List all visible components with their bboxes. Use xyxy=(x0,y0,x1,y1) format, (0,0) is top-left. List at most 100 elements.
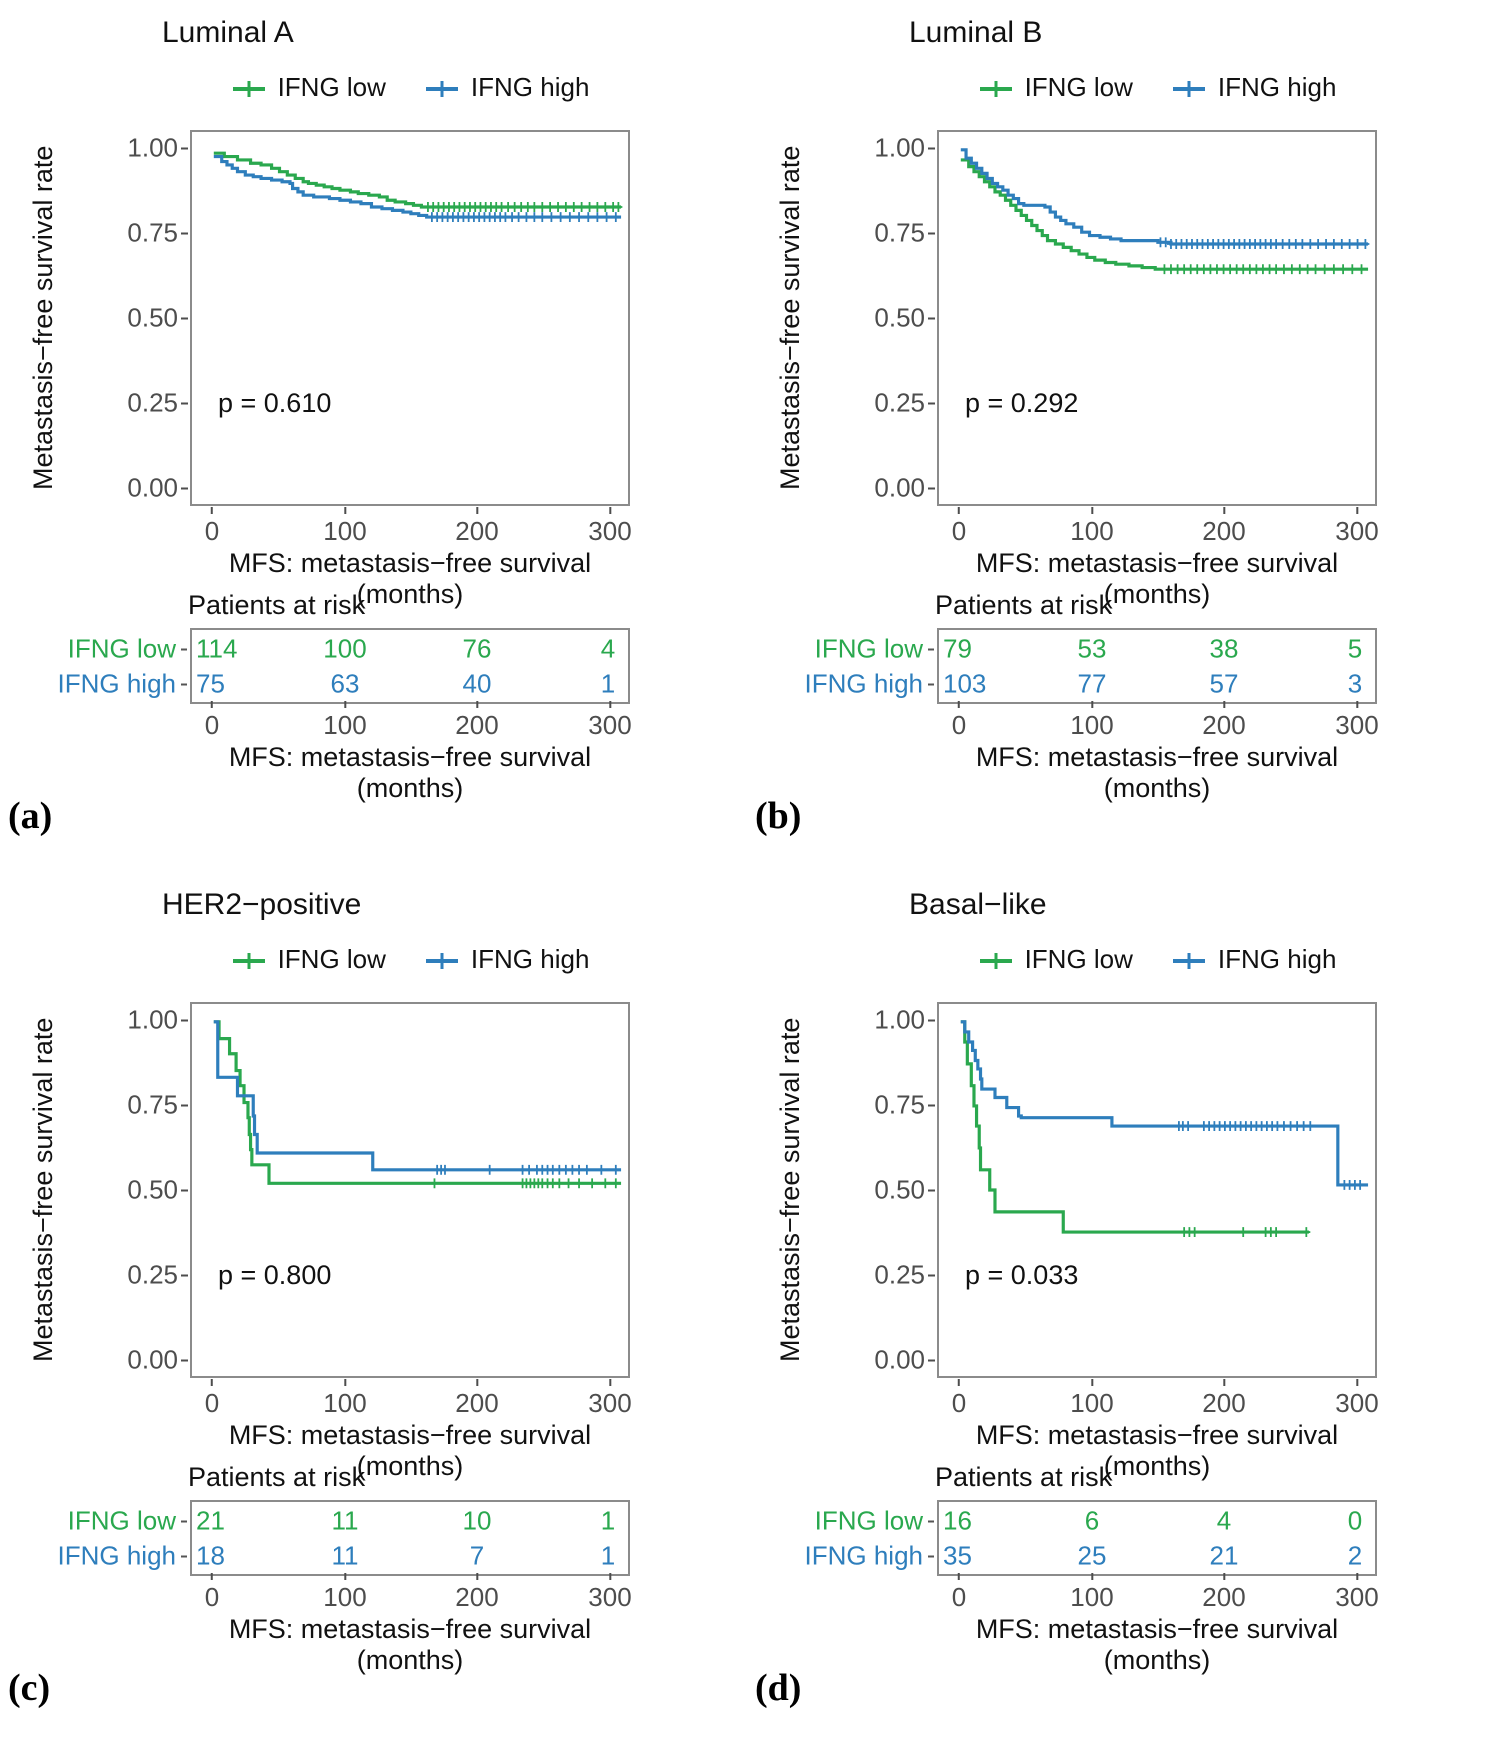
panel-letter: (b) xyxy=(755,795,802,837)
ifng-low-curve-marker-icon xyxy=(232,952,265,969)
km-panel: HER2−positive IFNG low IFNG high Metasta… xyxy=(0,872,747,1744)
y-tick-label: 0.25 xyxy=(127,387,188,418)
risk-count: 103 xyxy=(943,668,987,699)
legend-item-ifng-low: IFNG low xyxy=(978,72,1133,103)
risk-x-tick-label: 0 xyxy=(204,1582,220,1612)
survival-curves-chart xyxy=(960,1020,1369,1237)
y-tick-label: 0.00 xyxy=(874,1344,935,1375)
legend-item-ifng-high: IFNG high xyxy=(1171,72,1337,103)
risk-table xyxy=(937,628,1377,704)
risk-x-axis-title: MFS: metastasis−free survival (months) xyxy=(975,742,1339,803)
risk-x-tick-label: 100 xyxy=(1070,1582,1114,1612)
legend-item-ifng-low: IFNG low xyxy=(231,944,386,975)
risk-count: 38 xyxy=(1209,633,1239,664)
risk-count: 1 xyxy=(600,1540,616,1571)
x-tick-label: 0 xyxy=(204,516,220,546)
km-panel: Basal−like IFNG low IFNG high Metastasis… xyxy=(747,872,1494,1744)
ifng-high-curve-marker-icon xyxy=(1172,80,1205,97)
risk-x-tick-label: 300 xyxy=(588,1582,632,1612)
risk-count: 18 xyxy=(196,1540,225,1571)
patients-at-risk-header: Patients at risk xyxy=(935,590,1113,620)
p-value-label: p = 0.292 xyxy=(965,388,1079,418)
risk-count: 4 xyxy=(600,633,616,664)
legend-label-ifng-low: IFNG low xyxy=(277,72,386,102)
y-tick-label: 0.50 xyxy=(874,302,935,333)
y-axis-title: Metastasis−free survival rate xyxy=(775,145,805,491)
risk-count: 35 xyxy=(943,1540,972,1571)
risk-x-tick-label: 100 xyxy=(1070,710,1114,740)
patients-at-risk-header: Patients at risk xyxy=(188,1462,366,1492)
risk-table xyxy=(937,1500,1377,1576)
risk-x-tick-label: 300 xyxy=(588,710,632,740)
risk-count: 21 xyxy=(196,1505,225,1536)
risk-count: 75 xyxy=(196,668,225,699)
risk-x-tick-label: 100 xyxy=(323,710,367,740)
risk-count: 76 xyxy=(462,633,492,664)
y-tick-label: 1.00 xyxy=(874,132,935,163)
x-tick-label: 100 xyxy=(323,1388,367,1418)
y-tick-label: 0.75 xyxy=(874,1089,935,1120)
patients-at-risk-header: Patients at risk xyxy=(188,590,366,620)
y-tick-label: 0.50 xyxy=(127,302,188,333)
y-axis-title: Metastasis−free survival rate xyxy=(775,1017,805,1363)
x-tick-label: 0 xyxy=(204,1388,220,1418)
legend-label-ifng-low: IFNG low xyxy=(1024,72,1133,102)
legend-label-ifng-low: IFNG low xyxy=(277,944,386,974)
risk-count: 1 xyxy=(600,1505,616,1536)
x-tick-label: 100 xyxy=(323,516,367,546)
y-tick-label: 1.00 xyxy=(127,132,188,163)
risk-x-tick-label: 100 xyxy=(323,1582,367,1612)
risk-count: 4 xyxy=(1216,1505,1232,1536)
risk-count: 2 xyxy=(1347,1540,1363,1571)
x-tick-label: 0 xyxy=(951,1388,967,1418)
risk-x-tick-label: 0 xyxy=(951,710,967,740)
panel-title: HER2−positive xyxy=(162,888,362,921)
risk-row-label-ifng-low: IFNG low xyxy=(67,633,188,664)
risk-count: 53 xyxy=(1077,633,1107,664)
x-tick-label: 0 xyxy=(951,516,967,546)
p-value-label: p = 0.033 xyxy=(965,1260,1079,1290)
risk-x-tick-label: 0 xyxy=(204,710,220,740)
legend-label-ifng-high: IFNG high xyxy=(1217,72,1337,102)
risk-table xyxy=(190,628,630,704)
x-tick-label: 200 xyxy=(455,1388,499,1418)
risk-count: 11 xyxy=(331,1505,359,1536)
p-value-label: p = 0.800 xyxy=(218,1260,332,1290)
x-tick-label: 300 xyxy=(588,1388,632,1418)
risk-row-label-ifng-high: IFNG high xyxy=(804,1540,934,1571)
legend-label-ifng-high: IFNG high xyxy=(1217,944,1337,974)
survival-curves-chart xyxy=(213,151,623,223)
x-tick-label: 300 xyxy=(1335,1388,1379,1418)
patients-at-risk-header: Patients at risk xyxy=(935,1462,1113,1492)
risk-row-label-ifng-low: IFNG low xyxy=(814,633,935,664)
p-value-label: p = 0.610 xyxy=(218,388,332,418)
y-tick-label: 1.00 xyxy=(127,1004,188,1035)
km-panel: Luminal A IFNG low IFNG high Metastasis−… xyxy=(0,0,747,872)
x-tick-label: 200 xyxy=(455,516,499,546)
ifng-low-curve-marker-icon xyxy=(232,80,265,97)
y-tick-label: 0.25 xyxy=(874,1259,935,1290)
plot-area xyxy=(937,130,1377,506)
plot-area xyxy=(937,1002,1377,1378)
km-panel: Luminal B IFNG low IFNG high Metastasis−… xyxy=(747,0,1494,872)
risk-count: 114 xyxy=(196,633,238,664)
x-axis-title: MFS: metastasis−free survival (months) xyxy=(228,548,592,609)
risk-row-label-ifng-low: IFNG low xyxy=(814,1505,935,1536)
risk-x-tick-label: 0 xyxy=(951,1582,967,1612)
legend-item-ifng-high: IFNG high xyxy=(1171,944,1337,975)
panel-letter: (d) xyxy=(755,1667,802,1709)
ifng-low-curve-marker-icon xyxy=(979,952,1012,969)
risk-table xyxy=(190,1500,630,1576)
risk-x-tick-label: 200 xyxy=(455,710,499,740)
y-axis-title: Metastasis−free survival rate xyxy=(28,145,58,491)
y-tick-label: 0.00 xyxy=(127,472,188,503)
panel-title: Basal−like xyxy=(909,888,1047,921)
x-axis-title: MFS: metastasis−free survival (months) xyxy=(975,1420,1339,1481)
x-tick-label: 300 xyxy=(1335,516,1379,546)
panel-title: Luminal B xyxy=(909,16,1043,49)
risk-count: 3 xyxy=(1347,668,1363,699)
risk-count: 77 xyxy=(1077,668,1107,699)
y-tick-label: 0.00 xyxy=(874,472,935,503)
y-tick-label: 0.50 xyxy=(874,1174,935,1205)
legend-label-ifng-high: IFNG high xyxy=(470,944,590,974)
